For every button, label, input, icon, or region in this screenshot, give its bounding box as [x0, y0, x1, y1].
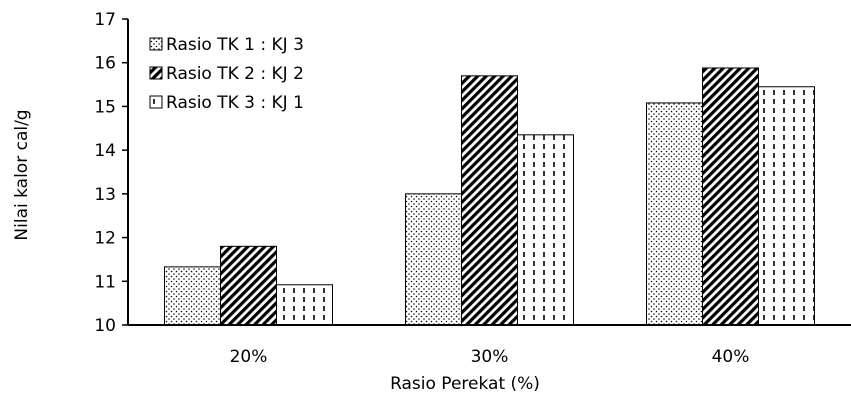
bar-1-40pct: [646, 102, 703, 326]
legend-label-2: Rasio TK 2 : KJ 2: [166, 64, 304, 84]
y-axis-ticks: 10 11 12 13 14 15 16 17: [94, 10, 128, 336]
legend-swatch-3: [149, 95, 163, 109]
bar-3-30pct: [517, 134, 574, 326]
bar-3-40pct: [758, 86, 815, 326]
bar-2-40pct: [702, 67, 759, 326]
bar-2-20pct: [220, 245, 277, 326]
x-category-label: 20%: [230, 347, 268, 367]
y-tick-label: 13: [94, 185, 116, 205]
bar-3-20pct: [276, 284, 333, 326]
x-category-label: 30%: [471, 347, 509, 367]
y-tick-label: 10: [94, 316, 116, 336]
y-tick-label: 16: [94, 54, 116, 74]
x-category-label: 40%: [712, 347, 750, 367]
y-tick-label: 14: [94, 141, 116, 161]
y-tick-label: 12: [94, 229, 116, 249]
bar-1-30pct: [405, 193, 462, 326]
bar-2-30pct: [461, 75, 518, 326]
bar-1-20pct: [164, 266, 221, 326]
y-tick-label: 11: [94, 272, 116, 292]
x-axis-title: Rasio Perekat (%): [390, 374, 540, 394]
x-axis-categories: 20% 30% 40%: [230, 347, 750, 367]
legend-label-3: Rasio TK 3 : KJ 1: [166, 93, 304, 113]
y-tick-label: 17: [94, 10, 116, 30]
y-tick-label: 15: [94, 97, 116, 117]
y-axis-title: Nilai kalor cal/g: [12, 109, 32, 240]
legend: Rasio TK 1 : KJ 3 Rasio TK 2 : KJ 2 Rasio …: [149, 35, 304, 113]
legend-label-1: Rasio TK 1 : KJ 3: [166, 35, 304, 55]
bars-layer: [164, 67, 815, 326]
legend-swatch-2: [149, 66, 163, 80]
legend-swatch-1: [149, 37, 163, 51]
